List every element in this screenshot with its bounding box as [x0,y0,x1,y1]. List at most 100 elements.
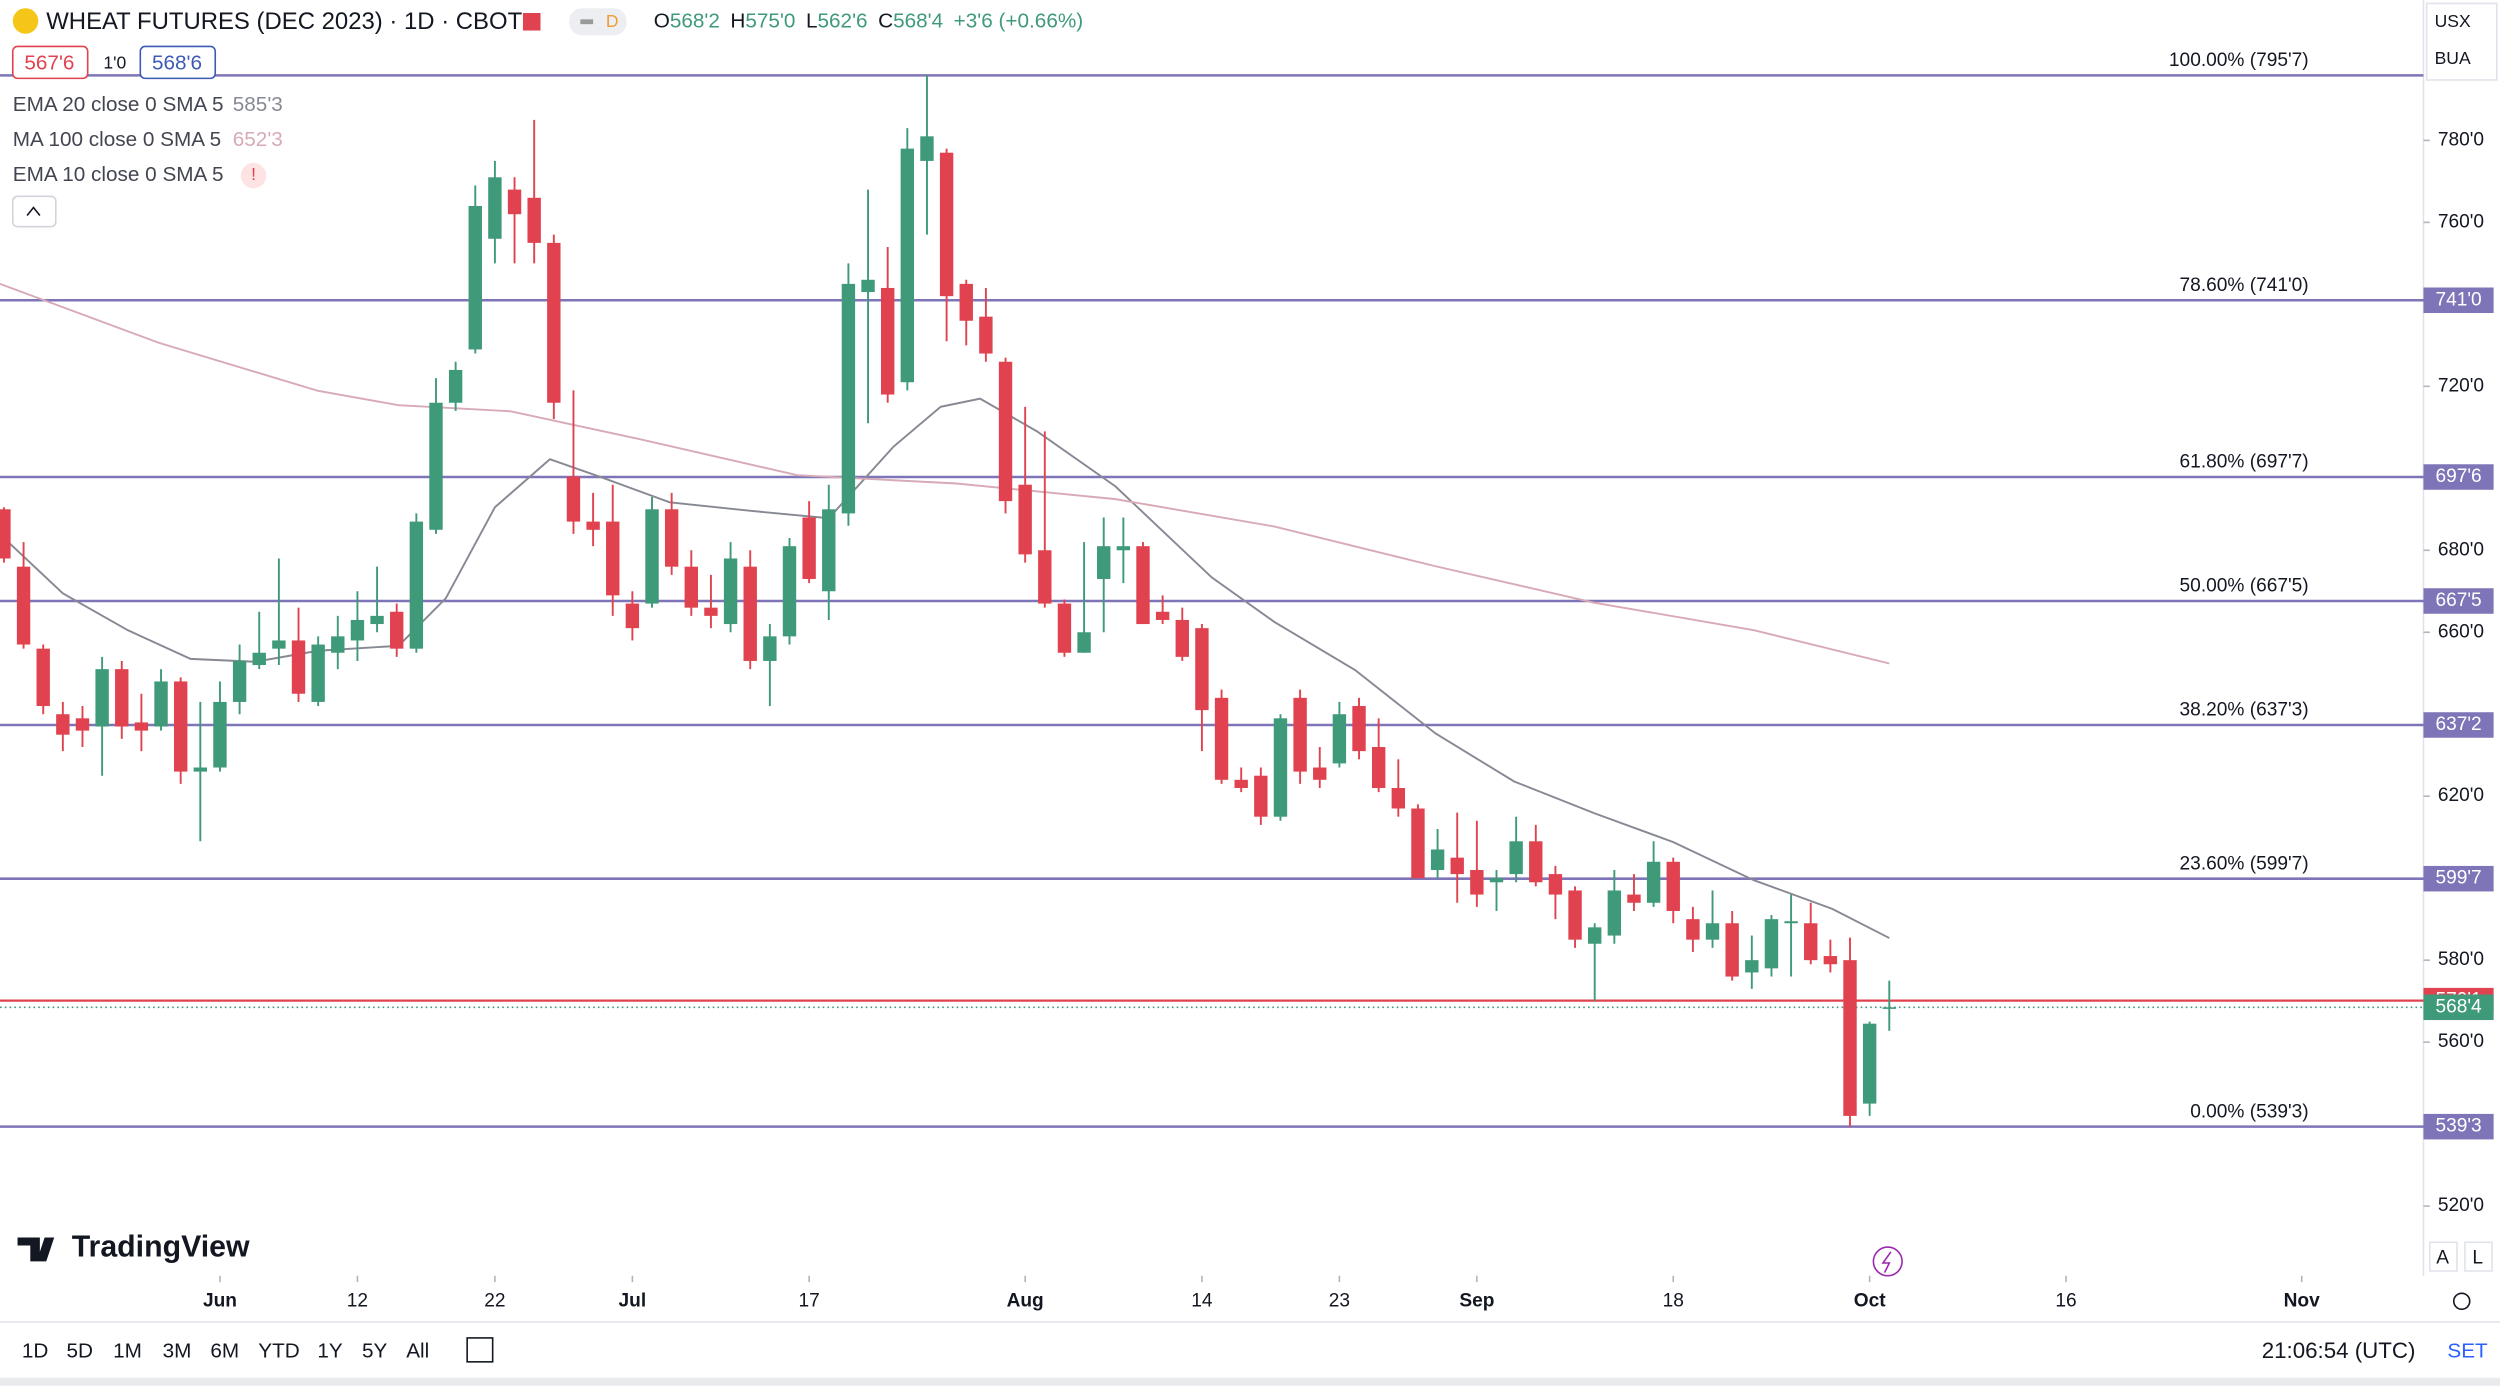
collapse-button[interactable] [11,195,57,228]
candle-body [1391,788,1406,809]
ohlc-label: L [806,10,818,33]
candle-body [861,279,875,293]
date-range-icon[interactable] [466,1337,494,1363]
symbol-icon [12,8,39,34]
candle-body [1804,923,1818,961]
price-tag [2423,865,2494,892]
candle-body [1254,775,1268,817]
candle-body [272,640,286,649]
footer-strip [0,1377,2500,1386]
candle-body [1764,919,1779,969]
indicator-status[interactable]: ! [251,164,256,184]
candle-body [1195,628,1209,711]
x-tick-label: Jul [619,1290,647,1311]
candle-body [252,652,266,666]
currency[interactable]: USX [2435,11,2471,31]
range-button[interactable]: 3M [163,1340,192,1363]
price-tag [2423,712,2494,738]
candle-body [782,546,797,637]
candle-body [1588,927,1602,944]
range-button[interactable]: 1Y [317,1340,343,1363]
y-tick-label: 680'0 [2438,539,2484,560]
candle-body [311,644,325,702]
flag-icon[interactable] [522,12,541,31]
x-tick-label: Nov [2284,1290,2320,1311]
candle-body [664,509,679,567]
candle-body [645,509,659,604]
badge-bg [569,8,627,36]
price-tag-label: 599'7 [2435,868,2481,889]
candle-body [291,640,306,694]
range-button[interactable]: 1M [113,1340,142,1363]
indicator-legend: EMA 10 close 0 SMA 5 [13,163,224,186]
candle-body [802,517,816,579]
candle-body [331,636,345,653]
candle-body [1038,550,1052,604]
y-tick-label: 720'0 [2438,375,2484,396]
range-button[interactable]: All [406,1340,429,1363]
bid-box[interactable] [11,45,89,80]
price-tag [2423,588,2494,614]
auto-scale-button[interactable] [2429,1241,2458,1272]
candle-body [1470,869,1484,895]
log-scale[interactable]: L [2472,1247,2483,1268]
candle-body [841,283,856,514]
candle-body [939,152,954,297]
ohlc-value: 568'2 [670,10,720,33]
range-button[interactable]: 5Y [362,1340,388,1363]
candle-body [1116,546,1131,551]
indicator-legend: EMA 20 close 0 SMA 5 [13,93,224,116]
auto-scale[interactable]: A [2436,1247,2449,1268]
range-button[interactable]: YTD [258,1340,299,1363]
event-icon[interactable] [1872,1246,1903,1277]
x-tick-label: 23 [1329,1290,1350,1311]
candle-body [390,611,404,649]
range-button[interactable]: 5D [66,1340,93,1363]
axis-settings[interactable] [2452,1292,2471,1311]
log-scale-button[interactable] [2464,1241,2493,1272]
status-bg [240,162,267,189]
candle-body [1175,619,1189,657]
range-button[interactable]: 1D [22,1340,49,1363]
settings[interactable]: SET [2447,1340,2488,1363]
candle-body [213,701,227,768]
x-tick-label: Jun [203,1290,237,1311]
candle-body [56,714,70,735]
badge: D [606,11,619,31]
y-tick-label: 760'0 [2438,211,2484,232]
candle-body [232,660,247,702]
candle-body [1234,779,1248,789]
event-bolt [1881,1251,1892,1273]
candle-body [547,242,561,403]
candle-body [193,767,208,772]
fib-label: 23.60% (599'7) [2180,853,2309,874]
candle-body [1529,841,1543,883]
y-tick-label: 580'0 [2438,949,2484,970]
ask-box[interactable] [139,45,217,80]
x-tick-label: 22 [484,1290,505,1311]
range-button[interactable]: 6M [210,1340,239,1363]
candle-body [429,402,443,530]
unit[interactable]: BUA [2435,48,2471,68]
spread: 1'0 [103,53,126,73]
candle-body [1745,960,1759,973]
price-tag-label: 539'3 [2435,1116,2481,1137]
candle-body [920,136,934,161]
indicator-legend: MA 100 close 0 SMA 5 [13,128,221,151]
candle-body [1509,841,1523,875]
x-tick-label: 12 [347,1290,368,1311]
candle-body [1666,861,1680,911]
indicator-line [0,282,1890,665]
candle-body [0,509,11,559]
fib-label: 78.60% (741'0) [2180,275,2309,296]
candle-body [1411,808,1425,879]
candle-body [1273,718,1288,817]
candle-body [1313,767,1327,780]
plot-area: 100.00% (795'7) 78.60% (741'0) 61.80% (697… [0,0,2430,1283]
candle-body [1705,923,1720,940]
y-tick-label: 620'0 [2438,785,2484,806]
candle-body [1430,849,1445,870]
currency-box[interactable] [2425,2,2498,81]
indicator-value: 585'3 [233,93,283,116]
